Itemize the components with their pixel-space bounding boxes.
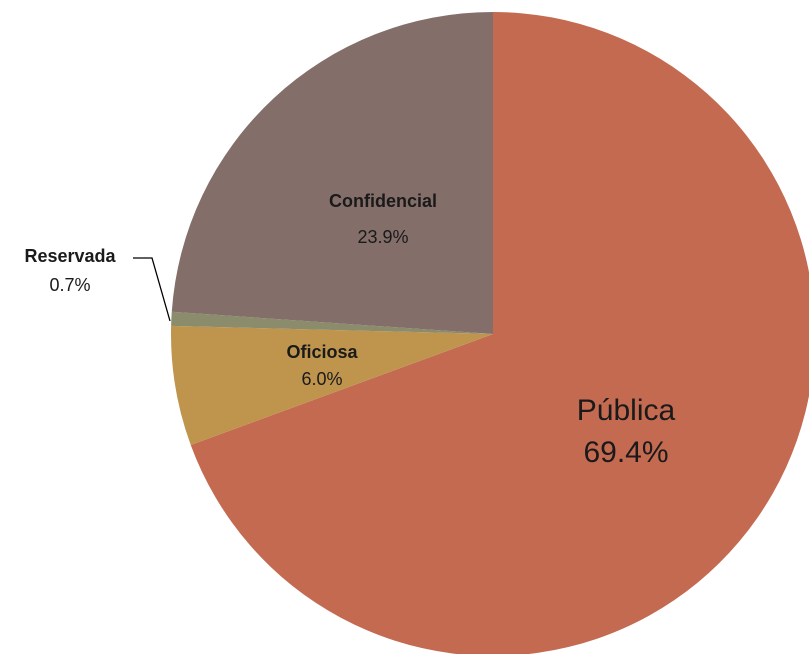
slice-label-oficiosa: Oficiosa	[286, 342, 358, 362]
slice-value-oficiosa: 6.0%	[301, 369, 342, 389]
pie-slice-reservada	[171, 311, 493, 334]
pie-slice-oficiosa	[170, 325, 494, 445]
pie-labels: Pública 69.4% Oficiosa 6.0% Reservada 0.…	[24, 191, 675, 469]
slice-value-reservada: 0.7%	[49, 275, 90, 295]
reservada-leader-line	[133, 257, 171, 322]
slice-label-confidencial: Confidencial	[329, 191, 437, 211]
slice-value-confidencial: 23.9%	[357, 227, 408, 247]
slice-label-reservada: Reservada	[24, 246, 116, 266]
slice-value-publica: 69.4%	[583, 436, 668, 469]
pie-slices	[170, 12, 809, 654]
slice-label-publica: Pública	[577, 394, 676, 427]
pie-slice-publica	[190, 12, 809, 654]
pie-slice-confidencial	[171, 12, 493, 334]
